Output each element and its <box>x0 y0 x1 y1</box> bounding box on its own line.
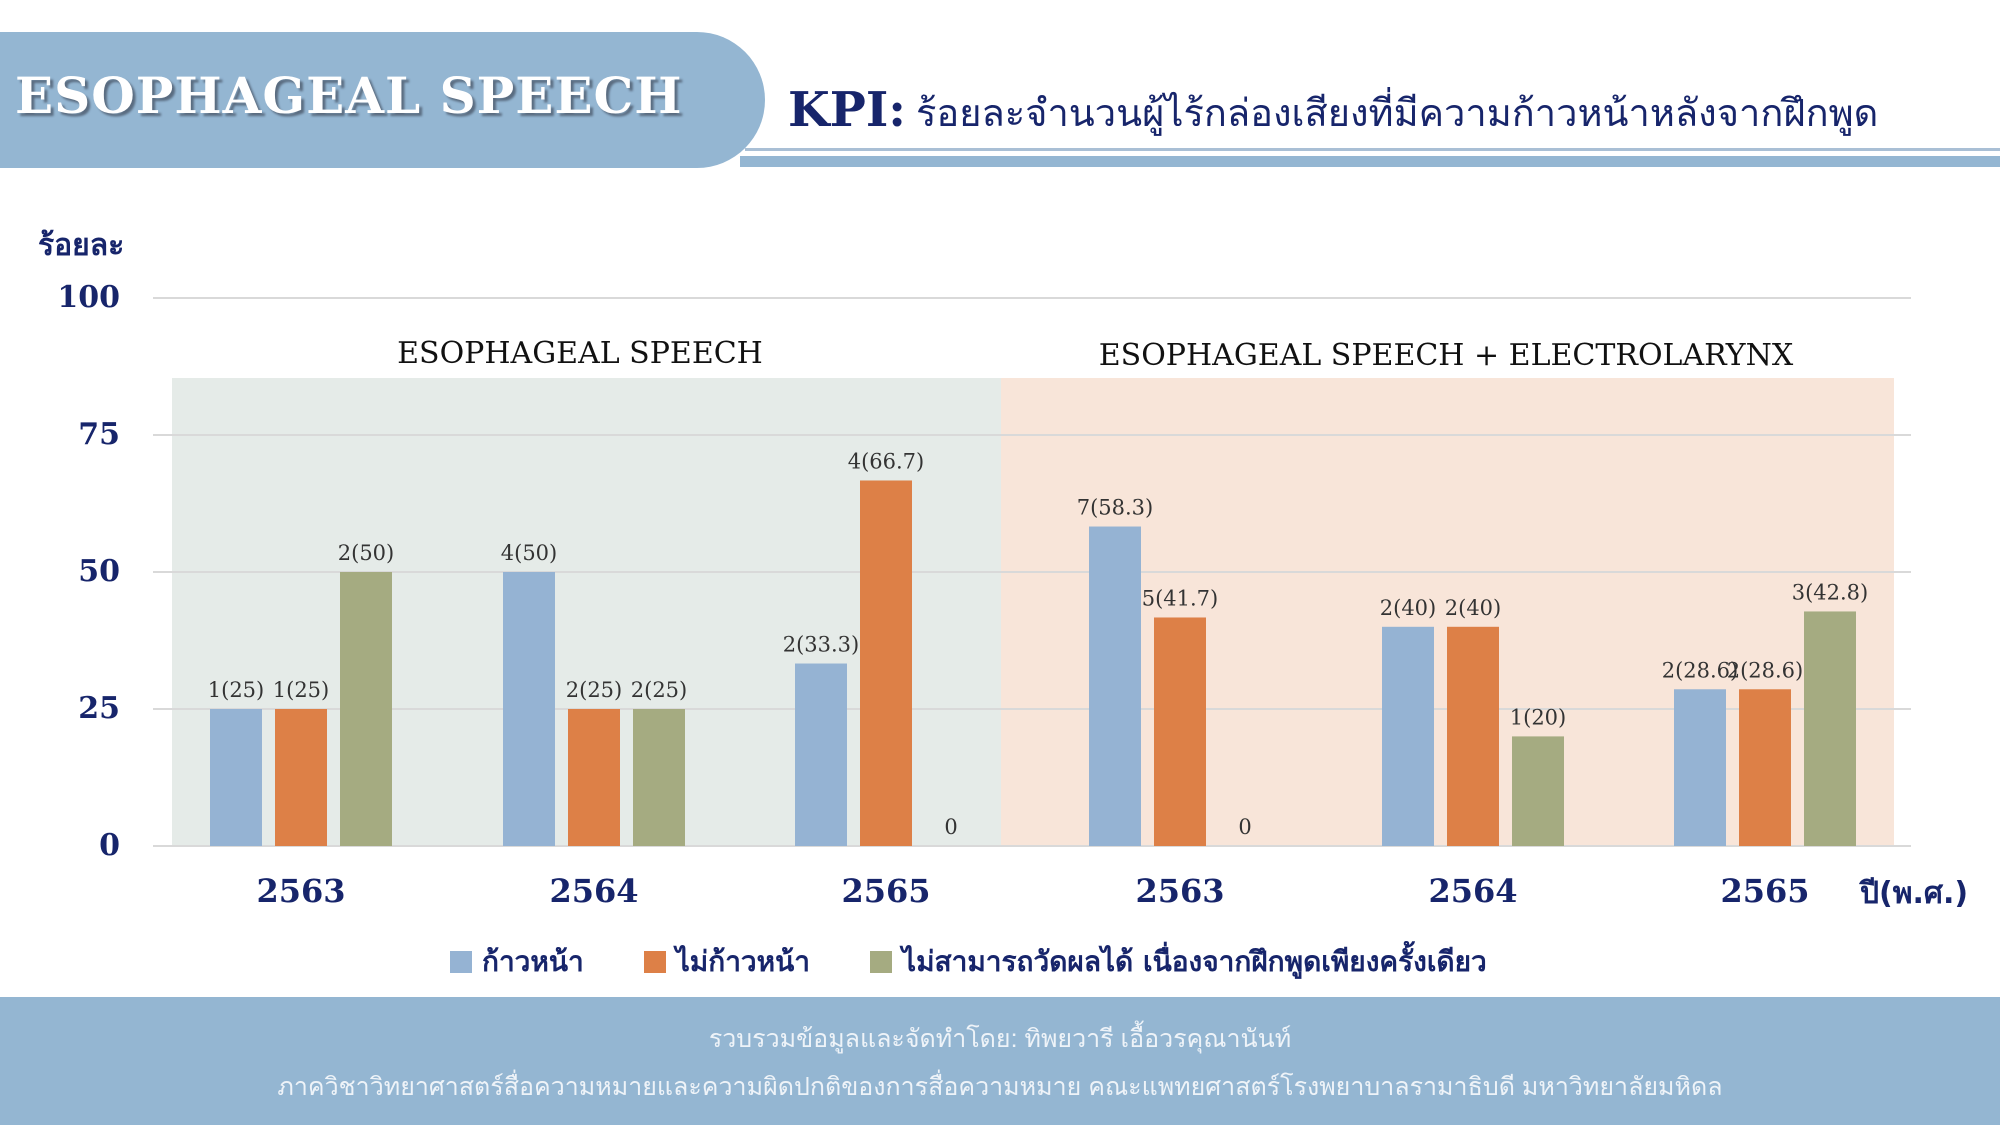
x-tick-label: 2564 <box>549 872 639 910</box>
legend-label: ไม่ก้าวหน้า <box>675 945 810 978</box>
legend: ก้าวหน้า ไม่ก้าวหน้า ไม่สามารถวัดผลได้ เ… <box>450 940 1487 984</box>
bar <box>210 709 262 846</box>
bar <box>568 709 620 846</box>
data-label: 1(25) <box>273 678 329 702</box>
footer-credit: รวบรวมข้อมูลและจัดทำโดย: ทิพยวารี เอื้อว… <box>708 1025 1292 1053</box>
bar <box>340 572 392 846</box>
data-label: 1(25) <box>208 678 264 702</box>
y-tick-label: 75 <box>78 417 120 452</box>
bar <box>1089 526 1141 846</box>
bar <box>275 709 327 846</box>
y-tick-label: 25 <box>78 691 120 726</box>
y-tick-label: 100 <box>57 280 120 315</box>
footer: รวบรวมข้อมูลและจัดทำโดย: ทิพยวารี เอื้อว… <box>0 997 2000 1125</box>
data-label: 0 <box>944 815 957 839</box>
data-label: 2(40) <box>1445 596 1501 620</box>
bar <box>1154 617 1206 846</box>
bar <box>1739 689 1791 846</box>
x-tick-label: 2563 <box>1135 872 1225 910</box>
data-label: 0 <box>1238 815 1251 839</box>
data-label: 4(50) <box>501 541 557 565</box>
data-label: 2(40) <box>1380 596 1436 620</box>
data-label: 5(41.7) <box>1142 586 1219 610</box>
data-label: 2(28.6) <box>1727 658 1804 682</box>
bar <box>1447 626 1499 846</box>
data-label: 3(42.8) <box>1792 580 1869 604</box>
x-tick-label: 2565 <box>1720 872 1810 910</box>
legend-swatch <box>450 951 472 973</box>
data-label: 2(28.6) <box>1662 658 1739 682</box>
x-tick-label: 2565 <box>841 872 931 910</box>
header-banner <box>0 32 765 168</box>
legend-item-unmeasurable: ไม่สามารถวัดผลได้ เนื่องจากฝึกพูดเพียงคร… <box>869 940 1487 984</box>
bar-chart: 1(25) 4(50) 2(33.3) 7(58.3) 2(40) 2(28.6) 1(25… <box>153 297 1911 847</box>
legend-item-progress: ก้าวหน้า <box>450 940 584 984</box>
legend-label: ไม่สามารถวัดผลได้ เนื่องจากฝึกพูดเพียงคร… <box>901 945 1487 978</box>
section-title: ESOPHAGEAL SPEECH <box>15 66 683 125</box>
data-label: 2(25) <box>631 678 687 702</box>
bar <box>1382 626 1434 846</box>
x-tick-label: 2563 <box>256 872 346 910</box>
panel-title-esophageal: ESOPHAGEAL SPEECH <box>397 336 763 371</box>
data-label: 1(20) <box>1510 705 1566 729</box>
data-label: 2(50) <box>338 541 394 565</box>
y-tick-label: 0 <box>99 828 120 863</box>
header-rule <box>745 148 2000 151</box>
bar <box>1674 689 1726 846</box>
legend-item-no-progress: ไม่ก้าวหน้า <box>643 940 810 984</box>
data-label: 7(58.3) <box>1077 496 1154 520</box>
kpi-label: KPI: <box>788 82 906 138</box>
legend-label: ก้าวหน้า <box>482 945 584 978</box>
kpi-heading: KPI: ร้อยละจำนวนผู้ไร้กล่องเสียงที่มีความ… <box>788 82 1878 143</box>
bar <box>1512 736 1564 846</box>
y-axis-label: ร้อยละ <box>38 228 125 263</box>
bar <box>860 480 912 846</box>
bar <box>1804 611 1856 846</box>
data-label: 2(25) <box>566 678 622 702</box>
header-band <box>740 156 2000 167</box>
bar <box>795 663 847 846</box>
data-label: 4(66.7) <box>848 449 925 473</box>
x-axis-label: ปี(พ.ศ.) <box>1860 876 1969 911</box>
data-label: 2(33.3) <box>783 633 860 657</box>
panel-title-combined: ESOPHAGEAL SPEECH + ELECTROLARYNX <box>1098 338 1794 373</box>
y-tick-label: 50 <box>78 554 120 589</box>
kpi-text: ร้อยละจำนวนผู้ไร้กล่องเสียงที่มีความก้าว… <box>915 93 1879 135</box>
legend-swatch <box>869 951 892 973</box>
legend-swatch <box>643 951 666 973</box>
bar <box>503 572 555 846</box>
x-tick-label: 2564 <box>1428 872 1518 910</box>
footer-department: ภาควิชาวิทยาศาสตร์สื่อความหมายและความผิด… <box>277 1073 1723 1101</box>
bar <box>633 709 685 846</box>
